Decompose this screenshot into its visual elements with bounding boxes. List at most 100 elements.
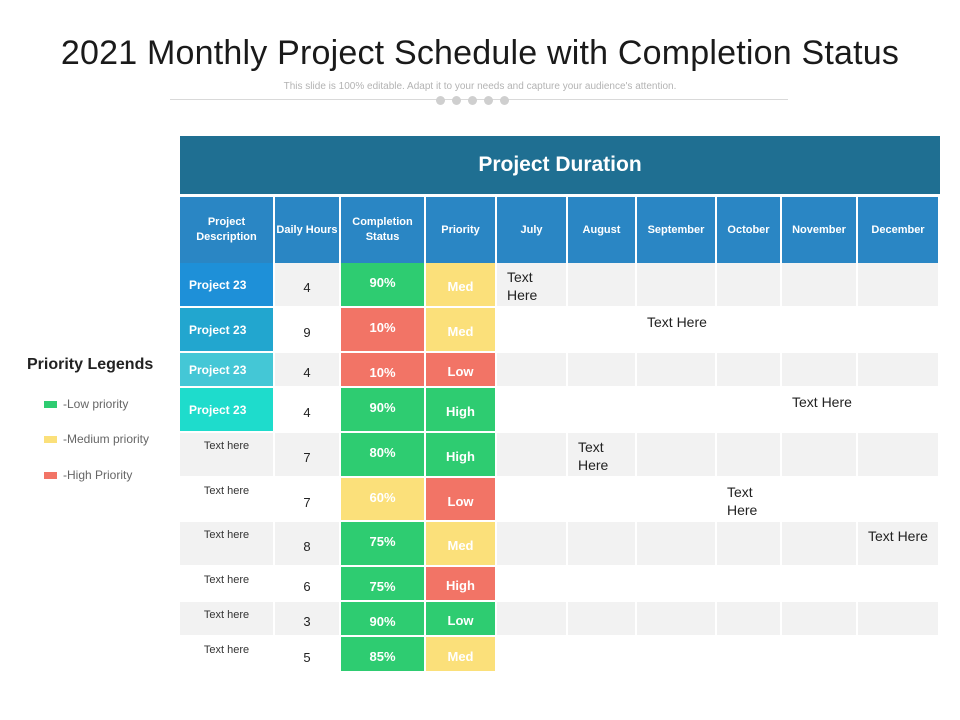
month-cell (858, 478, 938, 520)
project-description-cell: Project 23 (180, 353, 273, 386)
month-cell (858, 433, 938, 476)
daily-hours-cell: 6 (275, 567, 339, 600)
month-cell (637, 433, 715, 476)
priority-cell: Low (426, 478, 495, 520)
column-header-completion-status: Completion Status (341, 197, 424, 263)
month-note-cell: Text Here (782, 388, 856, 431)
legend-item-low: -Low priority (44, 397, 128, 411)
completion-status-cell: 10% (341, 308, 424, 351)
legend-label-medium: -Medium priority (63, 432, 150, 446)
month-cell (717, 637, 780, 671)
title-divider (170, 99, 788, 100)
month-cell (637, 263, 715, 306)
month-cell (497, 478, 566, 520)
daily-hours-cell: 5 (275, 637, 339, 671)
month-cell (717, 263, 780, 306)
priority-cell: Med (426, 637, 495, 671)
legend-swatch-low (44, 400, 57, 408)
month-cell (497, 433, 566, 476)
daily-hours-cell: 8 (275, 522, 339, 565)
completion-status-cell: 90% (341, 388, 424, 431)
page-subtitle: This slide is 100% editable. Adapt it to… (283, 81, 677, 92)
month-cell (568, 388, 635, 431)
month-cell (782, 522, 856, 565)
priority-cell: High (426, 433, 495, 476)
month-cell (858, 388, 938, 431)
month-cell (568, 263, 635, 306)
column-header-project-description: Project Description (180, 197, 273, 263)
month-note-cell: Text Here (637, 308, 715, 351)
daily-hours-cell: 9 (275, 308, 339, 351)
month-cell (717, 602, 780, 635)
month-cell (782, 353, 856, 386)
legend-label-high: -High Priority (63, 468, 133, 482)
month-cell (782, 478, 856, 520)
priority-cell: Low (426, 353, 495, 386)
month-cell (858, 353, 938, 386)
month-cell (858, 308, 938, 351)
month-cell (782, 263, 856, 306)
completion-status-cell: 10% (341, 353, 424, 386)
completion-status-cell: 60% (341, 478, 424, 520)
month-cell (637, 478, 715, 520)
month-note-cell: Text Here (497, 263, 566, 306)
month-cell (637, 353, 715, 386)
priority-cell: High (426, 567, 495, 600)
project-duration-banner: Project Duration (180, 136, 940, 194)
month-cell (717, 433, 780, 476)
month-cell (782, 567, 856, 600)
month-cell (782, 637, 856, 671)
month-cell (568, 567, 635, 600)
project-description-cell: Project 23 (180, 388, 273, 431)
column-header-august: August (568, 197, 635, 263)
daily-hours-cell: 7 (275, 433, 339, 476)
month-note-cell: Text Here (568, 433, 635, 476)
month-cell (637, 637, 715, 671)
month-cell (717, 522, 780, 565)
project-description-cell: Project 23 (180, 308, 273, 351)
month-cell (497, 602, 566, 635)
decorative-dots (436, 96, 509, 105)
month-cell (858, 637, 938, 671)
completion-status-cell: 75% (341, 522, 424, 565)
month-cell (497, 522, 566, 565)
column-header-october: October (717, 197, 780, 263)
legend-swatch-high (44, 471, 57, 479)
project-description-cell: Text here (180, 433, 273, 476)
legend-title: Priority Legends (27, 356, 154, 373)
daily-hours-cell: 4 (275, 353, 339, 386)
month-cell (637, 567, 715, 600)
legend-swatch-medium (44, 435, 57, 443)
daily-hours-cell: 7 (275, 478, 339, 520)
priority-cell: Med (426, 263, 495, 306)
project-description-cell: Text here (180, 567, 273, 600)
month-cell (568, 353, 635, 386)
legend-label-low: -Low priority (63, 397, 129, 411)
month-cell (497, 353, 566, 386)
month-cell (497, 567, 566, 600)
month-cell (497, 308, 566, 351)
month-cell (858, 602, 938, 635)
project-description-cell: Text here (180, 478, 273, 520)
month-cell (568, 637, 635, 671)
month-note-cell: Text Here (858, 522, 938, 565)
month-cell (717, 388, 780, 431)
month-cell (717, 353, 780, 386)
project-description-cell: Text here (180, 602, 273, 635)
priority-cell: Med (426, 308, 495, 351)
column-header-september: September (637, 197, 715, 263)
project-description-cell: Project 23 (180, 263, 273, 306)
completion-status-cell: 80% (341, 433, 424, 476)
month-cell (568, 522, 635, 565)
month-cell (717, 308, 780, 351)
month-cell (782, 433, 856, 476)
priority-cell: High (426, 388, 495, 431)
column-header-daily-hours: Daily Hours (275, 197, 339, 263)
project-description-cell: Text here (180, 637, 273, 671)
month-cell (568, 308, 635, 351)
priority-cell: Med (426, 522, 495, 565)
column-header-july: July (497, 197, 566, 263)
project-description-cell: Text here (180, 522, 273, 565)
month-cell (568, 602, 635, 635)
page-title: 2021 Monthly Project Schedule with Compl… (60, 34, 900, 72)
